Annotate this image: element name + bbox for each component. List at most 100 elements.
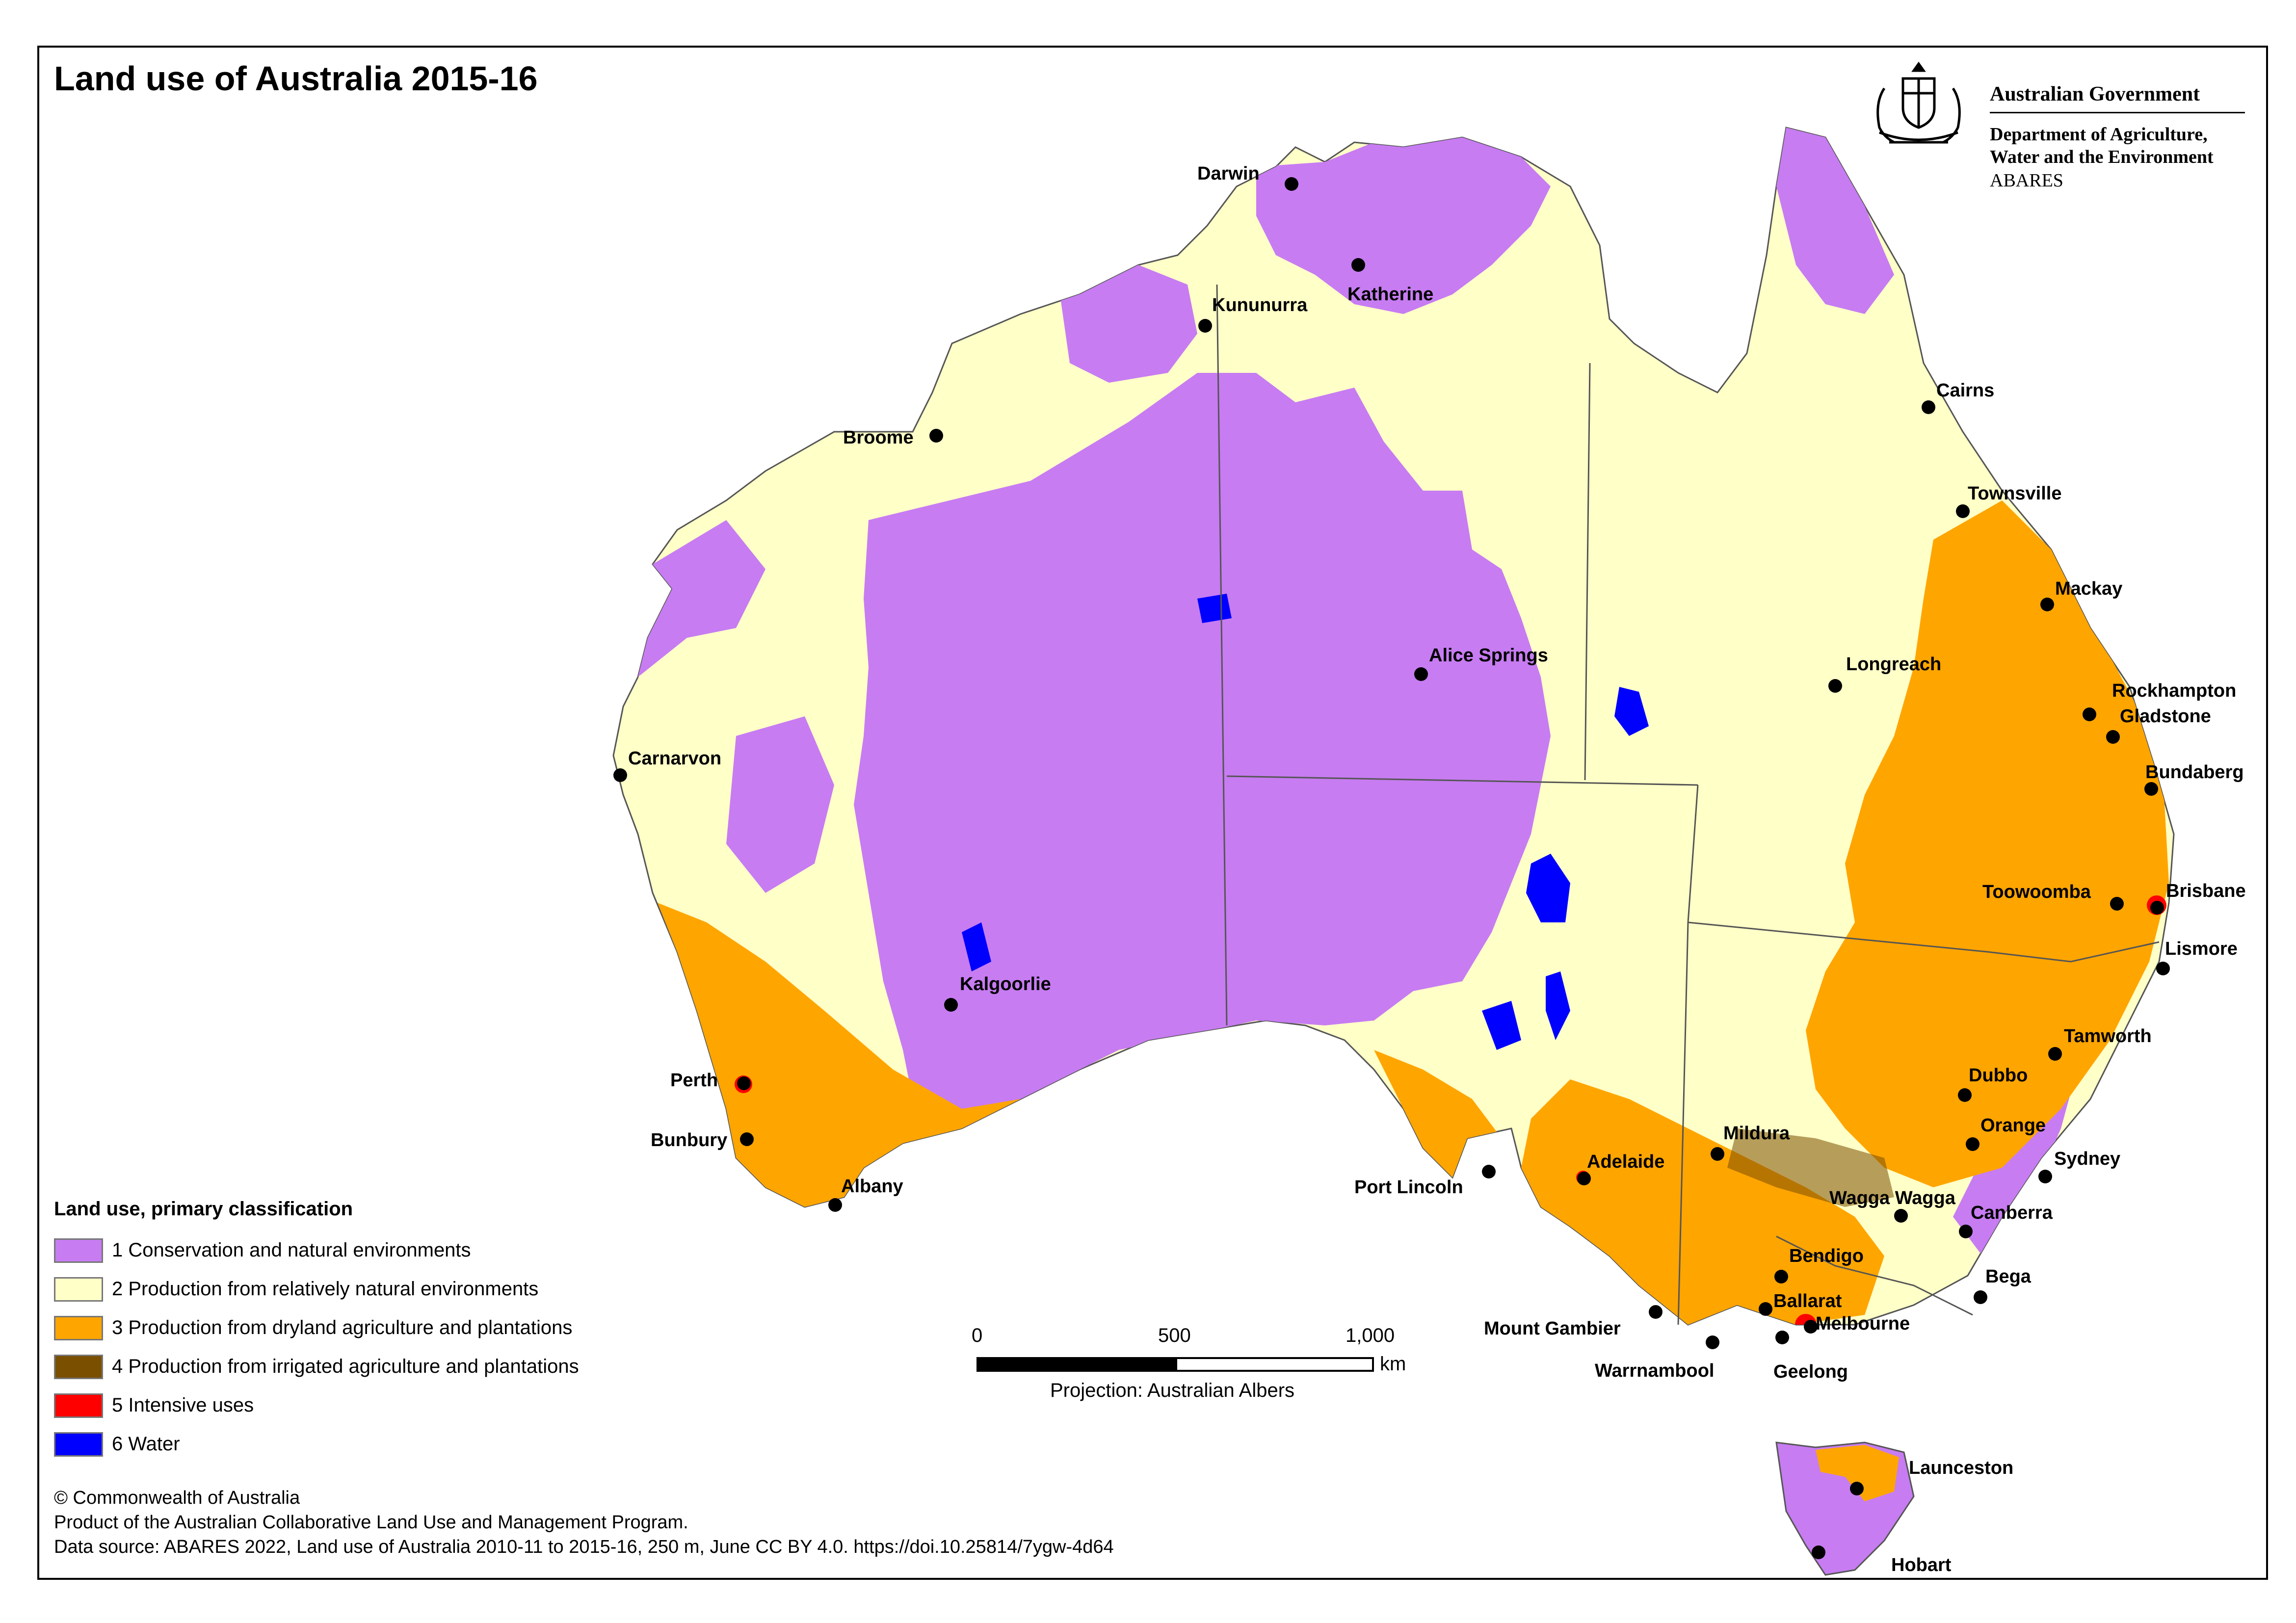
department-line-1: Department of Agriculture, bbox=[1990, 124, 2208, 145]
city-wagga-wagga: Wagga Wagga bbox=[1829, 1188, 1956, 1223]
city-mildura: Mildura bbox=[1711, 1123, 1790, 1161]
svg-text:Lismore: Lismore bbox=[2165, 939, 2238, 959]
svg-text:Orange: Orange bbox=[1980, 1115, 2046, 1136]
conservation-west-coast bbox=[638, 520, 765, 677]
svg-text:Darwin: Darwin bbox=[1197, 163, 1260, 184]
logo-divider bbox=[1990, 112, 2245, 113]
svg-text:Tamworth: Tamworth bbox=[2064, 1026, 2152, 1047]
city-broome: Broome bbox=[843, 427, 943, 448]
city-townsville: Townsville bbox=[1956, 483, 2061, 518]
svg-text:Mackay: Mackay bbox=[2055, 578, 2122, 599]
svg-text:Melbourne: Melbourne bbox=[1816, 1313, 1910, 1334]
city-ballarat: Ballarat bbox=[1759, 1291, 1842, 1316]
government-logo: Australian Government Department of Agri… bbox=[1865, 59, 2247, 206]
legend-swatch bbox=[54, 1354, 103, 1379]
water-lake-torrens bbox=[1546, 971, 1570, 1040]
intensive-melbourne bbox=[1795, 1314, 1817, 1325]
svg-text:Gladstone: Gladstone bbox=[2120, 706, 2211, 727]
city-kununurra: Kununurra bbox=[1198, 295, 1308, 333]
agency-unit: ABARES bbox=[1990, 170, 2063, 191]
svg-text:Bunbury: Bunbury bbox=[651, 1130, 727, 1151]
svg-text:Cairns: Cairns bbox=[1936, 380, 1994, 401]
svg-text:Bundaberg: Bundaberg bbox=[2145, 762, 2244, 783]
svg-text:Dubbo: Dubbo bbox=[1969, 1065, 2028, 1086]
svg-text:Brisbane: Brisbane bbox=[2166, 881, 2246, 901]
irrigated-murray-darling bbox=[1727, 1128, 1894, 1207]
svg-text:Ballarat: Ballarat bbox=[1773, 1291, 1842, 1311]
svg-text:Katherine: Katherine bbox=[1347, 284, 1433, 305]
city-hobart: Hobart bbox=[1812, 1545, 1952, 1575]
city-bendigo: Bendigo bbox=[1774, 1246, 1864, 1283]
scale-bar-filled-half bbox=[978, 1359, 1177, 1370]
city-carnarvon: Carnarvon bbox=[613, 748, 721, 782]
city-mount-gambier: Mount Gambier bbox=[1484, 1305, 1663, 1339]
svg-text:Port Lincoln: Port Lincoln bbox=[1354, 1177, 1463, 1198]
scale-tick-1000: 1,000 bbox=[1346, 1325, 1395, 1346]
city-bundaberg: Bundaberg bbox=[2144, 762, 2244, 796]
city-longreach: Longreach bbox=[1828, 654, 1941, 693]
city-mackay: Mackay bbox=[2040, 578, 2122, 611]
svg-text:Warrnambool: Warrnambool bbox=[1595, 1361, 1715, 1381]
water-lake-gairdner bbox=[1482, 1001, 1521, 1050]
svg-text:Hobart: Hobart bbox=[1891, 1555, 1952, 1575]
svg-text:Wagga Wagga: Wagga Wagga bbox=[1829, 1188, 1956, 1208]
conservation-pilbara-patch bbox=[726, 716, 834, 893]
svg-text:Mount Gambier: Mount Gambier bbox=[1484, 1318, 1621, 1339]
svg-text:Sydney: Sydney bbox=[2054, 1149, 2120, 1169]
city-toowoomba: Toowoomba bbox=[1982, 882, 2124, 911]
water-channel-country bbox=[1614, 687, 1649, 736]
program-line: Product of the Australian Collaborative … bbox=[54, 1512, 688, 1533]
legend-label: 3 Production from dryland agriculture an… bbox=[112, 1317, 573, 1338]
svg-text:Bega: Bega bbox=[1985, 1266, 2032, 1287]
city-cairns: Cairns bbox=[1922, 380, 1994, 414]
legend-swatch bbox=[54, 1432, 103, 1457]
legend-title: Land use, primary classification bbox=[54, 1198, 353, 1220]
city-launceston: Launceston bbox=[1850, 1458, 2013, 1495]
scale-bar-graphic bbox=[976, 1357, 1374, 1372]
svg-text:Broome: Broome bbox=[843, 427, 914, 448]
dryland-victoria-sa bbox=[1521, 1079, 1884, 1325]
city-kalgoorlie: Kalgoorlie bbox=[944, 974, 1051, 1012]
conservation-top-end bbox=[1256, 137, 1551, 314]
city-bunbury: Bunbury bbox=[651, 1130, 754, 1151]
svg-text:Rockhampton: Rockhampton bbox=[2112, 681, 2236, 701]
city-geelong: Geelong bbox=[1773, 1331, 1848, 1382]
legend-item: 3 Production from dryland agriculture an… bbox=[54, 1309, 741, 1347]
map-credits: © Commonwealth of Australia Product of t… bbox=[54, 1486, 1114, 1559]
tasmania-agriculture bbox=[1816, 1445, 1899, 1501]
svg-text:Alice Springs: Alice Springs bbox=[1429, 645, 1548, 666]
city-adelaide: Adelaide bbox=[1577, 1152, 1664, 1185]
government-name: Australian Government bbox=[1990, 83, 2200, 105]
legend-item: 6 Water bbox=[54, 1425, 741, 1464]
svg-text:Albany: Albany bbox=[841, 1176, 903, 1197]
svg-text:Toowoomba: Toowoomba bbox=[1982, 882, 2091, 902]
state-borders bbox=[1216, 284, 2160, 1325]
legend-swatch bbox=[54, 1315, 103, 1340]
legend-swatch bbox=[54, 1277, 103, 1302]
svg-text:Mildura: Mildura bbox=[1723, 1123, 1790, 1144]
svg-text:Carnarvon: Carnarvon bbox=[628, 748, 721, 769]
svg-text:Bendigo: Bendigo bbox=[1789, 1246, 1864, 1266]
conservation-kimberley bbox=[1060, 265, 1197, 383]
svg-text:Launceston: Launceston bbox=[1909, 1458, 2013, 1478]
city-rockhampton: Rockhampton bbox=[2083, 681, 2236, 721]
city-orange: Orange bbox=[1966, 1115, 2046, 1151]
coat-of-arms-icon bbox=[1876, 61, 1961, 144]
water-wa-salt-lakes bbox=[962, 922, 991, 971]
legend-swatch bbox=[54, 1393, 103, 1418]
city-tamworth: Tamworth bbox=[2048, 1026, 2152, 1061]
legend-swatch bbox=[54, 1238, 103, 1263]
city-lismore: Lismore bbox=[2156, 939, 2238, 975]
scale-unit: km bbox=[1380, 1353, 1406, 1375]
svg-text:Townsville: Townsville bbox=[1968, 483, 2061, 504]
legend-item: 5 Intensive uses bbox=[54, 1386, 741, 1425]
city-port-lincoln: Port Lincoln bbox=[1354, 1165, 1496, 1198]
city-perth: Perth bbox=[670, 1070, 751, 1091]
map-legend: Land use, primary classification 1 Conse… bbox=[54, 1198, 741, 1464]
dryland-east-queensland bbox=[1806, 500, 2169, 1187]
scale-tick-0: 0 bbox=[972, 1325, 983, 1346]
svg-text:Adelaide: Adelaide bbox=[1587, 1152, 1664, 1172]
city-bega: Bega bbox=[1974, 1266, 2032, 1304]
conservation-lake-eyre bbox=[1227, 775, 1423, 981]
